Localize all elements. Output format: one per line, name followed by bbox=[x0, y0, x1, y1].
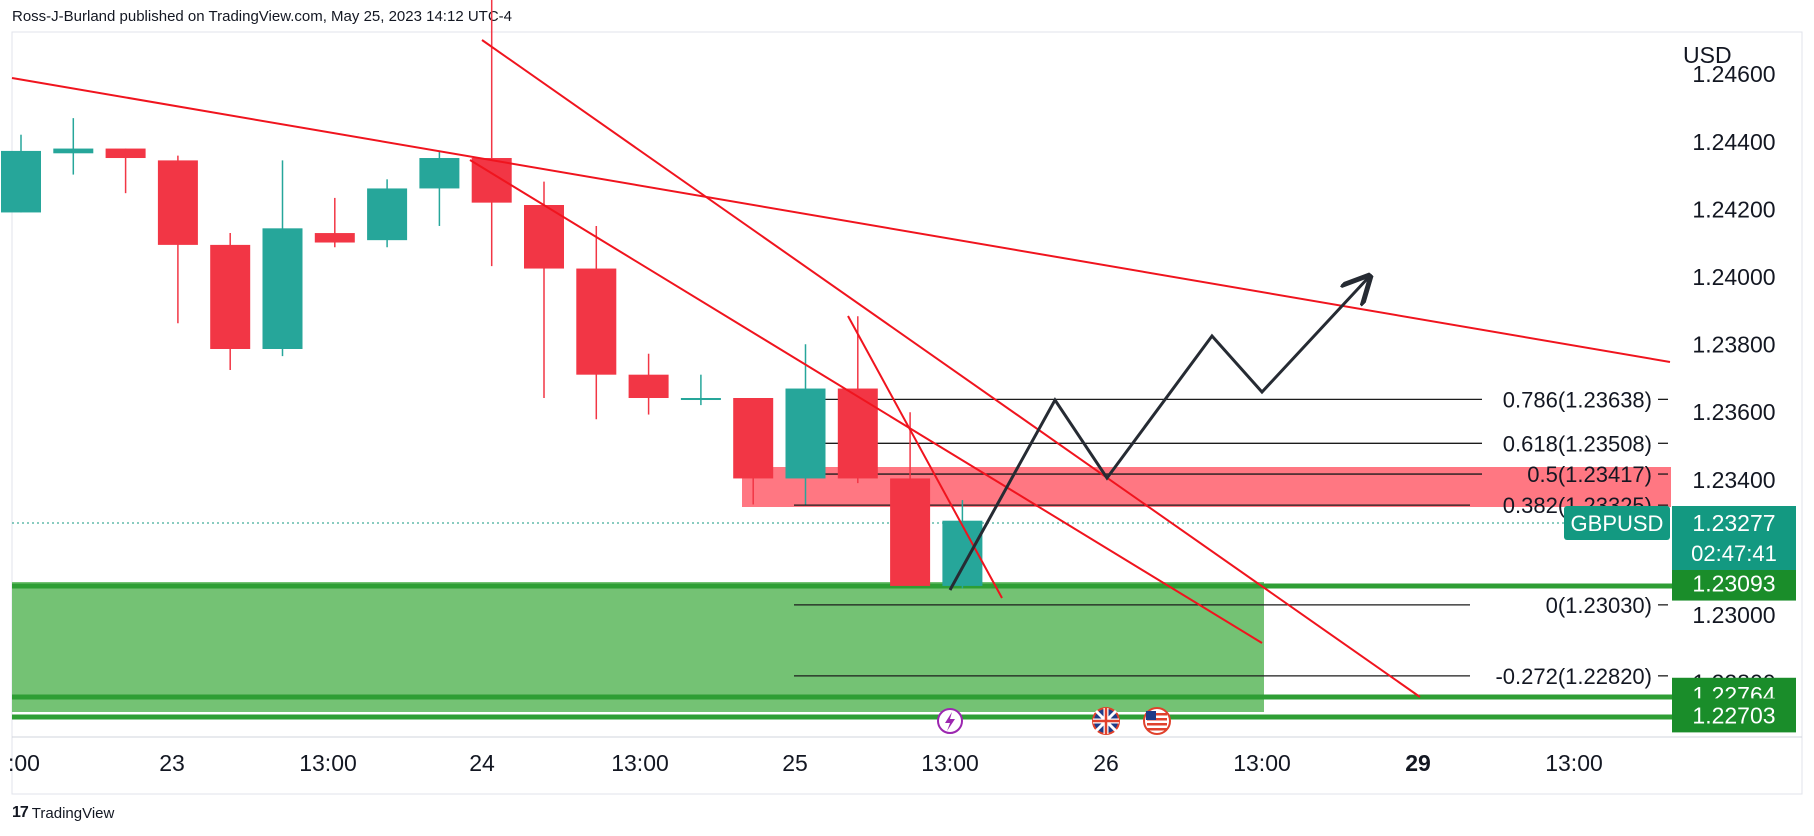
candle[interactable] bbox=[890, 412, 931, 586]
projected-path-arrow bbox=[948, 278, 1368, 591]
candle[interactable] bbox=[262, 160, 303, 357]
steep-trendline-b bbox=[469, 159, 1263, 644]
price-tag: 1.22703 bbox=[1672, 698, 1796, 733]
candle[interactable] bbox=[628, 353, 669, 415]
candle-body bbox=[262, 228, 303, 349]
fib-level-label: -0.272(1.22820) bbox=[1495, 664, 1652, 689]
candle-body bbox=[210, 244, 251, 349]
candle-body bbox=[367, 188, 408, 241]
uk-flag-icon[interactable] bbox=[1092, 707, 1120, 735]
symbol-label: GBPUSD bbox=[1571, 511, 1664, 536]
candle[interactable] bbox=[157, 155, 198, 324]
price-tag-label: 1.23093 bbox=[1692, 571, 1775, 597]
current-price-tag: GBPUSD 1.23277 02:47:41 bbox=[1564, 506, 1796, 570]
steep-trendline-a bbox=[481, 39, 1421, 698]
time-tick-label: 24 bbox=[469, 750, 495, 776]
candle-body bbox=[53, 148, 94, 154]
candlesticks bbox=[1, 0, 983, 589]
candle-body bbox=[680, 398, 721, 401]
candle-body bbox=[314, 233, 355, 243]
candle[interactable] bbox=[314, 197, 355, 248]
time-tick-label: 13:00 bbox=[299, 750, 357, 776]
candle[interactable] bbox=[1, 134, 41, 213]
price-tick-label: 1.24200 bbox=[1692, 196, 1775, 222]
us-flag-icon[interactable] bbox=[1143, 707, 1171, 735]
fibonacci-labels: 0.786(1.23638) 0.618(1.23508) 0.5(1.23417)… bbox=[1495, 387, 1652, 688]
bar-countdown: 02:47:41 bbox=[1691, 541, 1777, 566]
candle[interactable] bbox=[53, 118, 94, 175]
price-tick-label: 1.23400 bbox=[1692, 467, 1775, 493]
candle-body bbox=[419, 158, 460, 189]
candle-body bbox=[157, 160, 198, 245]
price-tag-bg bbox=[1672, 698, 1796, 733]
candle[interactable] bbox=[837, 316, 878, 484]
candle[interactable] bbox=[524, 181, 564, 399]
price-axis[interactable]: 1.24600 1.24400 1.24200 1.24000 1.23800 1.236… bbox=[1692, 61, 1775, 695]
lightning-event-icon[interactable] bbox=[937, 708, 963, 734]
price-tick-label: 1.24000 bbox=[1692, 264, 1775, 290]
time-tick-label: 13:00 bbox=[1233, 750, 1291, 776]
candle[interactable] bbox=[367, 179, 408, 248]
footer-brand-label: TradingView bbox=[31, 804, 115, 822]
candle[interactable] bbox=[942, 500, 983, 589]
candle[interactable] bbox=[419, 150, 460, 226]
time-tick-label: 13:00 bbox=[611, 750, 669, 776]
time-tick-label: 26 bbox=[1093, 750, 1119, 776]
publisher-caption: Ross-J-Burland published on TradingView.… bbox=[12, 8, 512, 25]
candle-body bbox=[942, 520, 983, 586]
candle[interactable] bbox=[576, 225, 617, 420]
candle[interactable] bbox=[471, 0, 512, 267]
fibonacci-retracement bbox=[794, 398, 1668, 677]
candle-body bbox=[837, 388, 878, 479]
time-axis[interactable]: :00 23 13:00 24 13:00 25 13:00 26 13:00 29 13:00 bbox=[8, 750, 1603, 776]
time-tick-label: 29 bbox=[1405, 750, 1431, 776]
price-tag-bg bbox=[1672, 566, 1796, 601]
price-tick-label: 1.23800 bbox=[1692, 332, 1775, 358]
time-tick-label: 23 bbox=[159, 750, 185, 776]
candle-body bbox=[890, 478, 931, 586]
candle-body bbox=[1, 150, 41, 213]
tradingview-logo-icon: 17 bbox=[12, 804, 29, 821]
candle-body bbox=[628, 374, 669, 399]
time-tick-label: 13:00 bbox=[1545, 750, 1603, 776]
fib-level-label: 0.5(1.23417) bbox=[1527, 462, 1652, 487]
candle[interactable] bbox=[733, 398, 774, 505]
chart-pane-frame bbox=[11, 31, 1803, 795]
currency-label: USD bbox=[1683, 42, 1732, 68]
trendlines bbox=[11, 39, 1671, 698]
symbol-badge bbox=[1564, 506, 1670, 540]
price-tick-label: 1.23600 bbox=[1692, 399, 1775, 425]
price-tag: 1.23093 bbox=[1672, 566, 1796, 601]
time-tick-label: :00 bbox=[8, 750, 40, 776]
support-zone bbox=[12, 582, 1264, 712]
candle-body bbox=[524, 205, 564, 269]
candle-body bbox=[733, 398, 774, 479]
price-tag-label: 1.22703 bbox=[1692, 702, 1775, 728]
price-tick-label: 1.23000 bbox=[1692, 602, 1775, 628]
time-tick-label: 13:00 bbox=[921, 750, 979, 776]
fib-level-label: 0(1.23030) bbox=[1546, 593, 1652, 618]
price-tick-label: 1.24600 bbox=[1692, 61, 1775, 87]
candle[interactable] bbox=[680, 374, 721, 406]
time-tick-label: 25 bbox=[782, 750, 808, 776]
long-downtrend-line bbox=[11, 77, 1671, 363]
candle-body bbox=[785, 388, 826, 479]
candle-body bbox=[576, 268, 617, 375]
price-tick-label: 1.24400 bbox=[1692, 129, 1775, 155]
candle[interactable] bbox=[105, 148, 146, 194]
candle[interactable] bbox=[210, 233, 251, 370]
current-price-value: 1.23277 bbox=[1692, 510, 1775, 536]
current-price-badge bbox=[1672, 506, 1796, 570]
fib-level-label: 0.786(1.23638) bbox=[1503, 387, 1652, 412]
short-trendline bbox=[847, 315, 1003, 599]
fib-level-label: 0.618(1.23508) bbox=[1503, 431, 1652, 456]
footer-brand[interactable]: 17 TradingView bbox=[12, 804, 114, 822]
candle-body bbox=[105, 148, 146, 159]
candle[interactable] bbox=[785, 344, 826, 505]
